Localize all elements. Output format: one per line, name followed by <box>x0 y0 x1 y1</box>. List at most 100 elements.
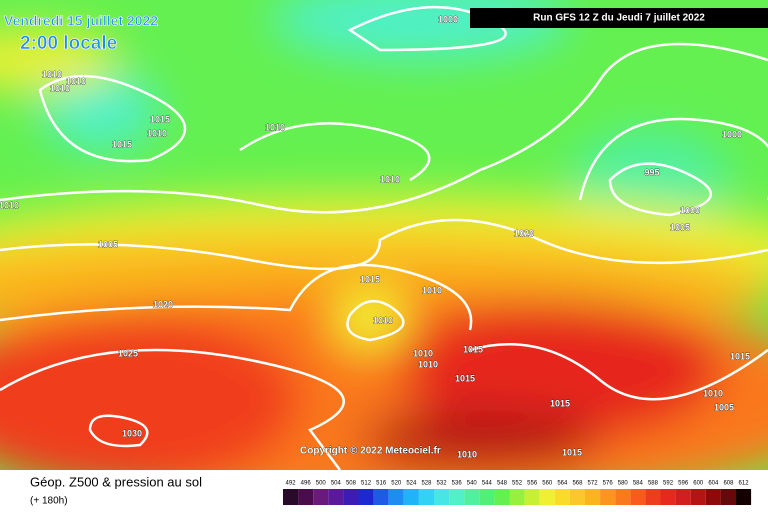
isobar-label: 1015 <box>463 344 483 354</box>
isobar-label: 1010 <box>147 128 167 138</box>
isobar-label: 1015 <box>455 373 475 383</box>
legend-swatch <box>418 489 434 505</box>
legend-label: 540 <box>467 481 478 487</box>
isobar <box>38 75 187 163</box>
legend-label: 528 <box>421 481 432 487</box>
legend-label: 572 <box>588 481 599 487</box>
run-label: Run GFS 12 Z du Jeudi 7 juillet 2022 <box>533 13 705 24</box>
legend-swatch <box>403 489 419 505</box>
legend-label: 520 <box>391 481 402 487</box>
legend-label: 524 <box>406 481 417 487</box>
legend-label: 596 <box>678 481 689 487</box>
isobar-label: 1015 <box>360 274 380 284</box>
isobar-label: 1010 <box>66 76 86 86</box>
legend-label: 592 <box>663 481 674 487</box>
isobar-label: 1000 <box>722 129 742 139</box>
legend-swatch <box>373 489 389 505</box>
isobar-label: 1010 <box>380 174 400 184</box>
legend-label: 532 <box>437 481 448 487</box>
legend-swatch <box>539 489 555 505</box>
isobar-label: 1010 <box>373 315 393 325</box>
isobar <box>239 122 431 182</box>
legend-label: 564 <box>557 481 568 487</box>
legend-label: 560 <box>542 481 553 487</box>
isobar-label: 1005 <box>98 239 118 249</box>
isobar-label: 1010 <box>703 388 723 398</box>
legend-label: 492 <box>286 481 297 487</box>
isobar-label: 1015 <box>550 398 570 408</box>
run-box <box>470 8 768 28</box>
isobar-label: 1005 <box>714 402 734 412</box>
isobar <box>578 117 768 201</box>
legend-swatch <box>705 489 721 505</box>
legend-label: 600 <box>693 481 704 487</box>
isobar <box>608 162 713 217</box>
legend-swatch <box>283 489 299 505</box>
isobar <box>469 343 768 401</box>
isobar-label: 1010 <box>422 285 442 295</box>
legend-label: 504 <box>331 481 342 487</box>
legend-swatch <box>585 489 601 505</box>
isobar-label: 1015 <box>562 447 582 457</box>
isobar <box>0 218 768 271</box>
legend-swatch <box>388 489 404 505</box>
legend-swatch <box>328 489 344 505</box>
legend-label: 584 <box>633 481 644 487</box>
legend-label: 608 <box>723 481 734 487</box>
legend-label: 588 <box>648 481 659 487</box>
date: Vendredi 15 juillet 2022 <box>4 13 158 29</box>
legend-swatch <box>494 489 510 505</box>
copyright: Copyright © 2022 Meteociel.fr <box>300 446 441 457</box>
forecast-lead: (+ 180h) <box>30 496 68 507</box>
legend-label: 544 <box>482 481 493 487</box>
isobar <box>88 414 149 448</box>
isobar <box>0 42 768 214</box>
legend-swatch <box>509 489 525 505</box>
isobar <box>0 263 473 331</box>
footer-title: Géop. Z500 & pression au sol <box>30 474 202 489</box>
legend-swatch <box>660 489 676 505</box>
legend-swatch <box>736 489 752 505</box>
legend-swatch <box>434 489 450 505</box>
legend-label: 604 <box>708 481 719 487</box>
legend-swatch <box>313 489 329 505</box>
isobar-label: 1015 <box>730 351 750 361</box>
isobar-label: 1010 <box>0 200 19 210</box>
legend-label: 548 <box>497 481 508 487</box>
legend-swatch <box>569 489 585 505</box>
isobar-label: 1010 <box>418 359 438 369</box>
legend-swatch <box>645 489 661 505</box>
isobar <box>0 348 345 470</box>
legend-label: 552 <box>512 481 523 487</box>
legend-swatch <box>690 489 706 505</box>
legend-label: 580 <box>618 481 629 487</box>
legend-swatch <box>554 489 570 505</box>
local-time: 2:00 locale <box>20 33 117 54</box>
isobar-label: 1015 <box>112 139 132 149</box>
legend-label: 516 <box>376 481 387 487</box>
legend-swatch <box>464 489 480 505</box>
legend-swatch <box>298 489 314 505</box>
legend-label: 536 <box>452 481 463 487</box>
legend-label: 556 <box>527 481 538 487</box>
legend-label: 576 <box>603 481 614 487</box>
legend-swatch <box>600 489 616 505</box>
legend-label: 612 <box>739 481 750 487</box>
legend-swatch <box>358 489 374 505</box>
isobar-label: 1020 <box>514 228 534 238</box>
legend-swatch <box>615 489 631 505</box>
isobar-label: 1010 <box>265 122 285 132</box>
legend-label: 512 <box>361 481 372 487</box>
isobar-label: 1010 <box>50 83 70 93</box>
isobar <box>346 300 405 342</box>
isobar-label: 1030 <box>122 428 142 438</box>
isobar-label: 1010 <box>457 449 477 459</box>
legend-label: 568 <box>572 481 583 487</box>
isobar-label: 1005 <box>670 222 690 232</box>
legend-swatch <box>630 489 646 505</box>
isobar-label: 1015 <box>150 114 170 124</box>
legend-label: 508 <box>346 481 357 487</box>
legend-swatch <box>524 489 540 505</box>
isobar-label: 1000 <box>438 14 458 24</box>
